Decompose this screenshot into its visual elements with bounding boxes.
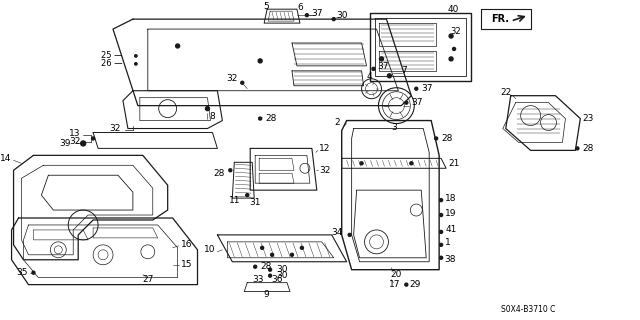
Circle shape bbox=[258, 59, 262, 63]
Text: 32: 32 bbox=[109, 124, 121, 133]
Text: 27: 27 bbox=[142, 275, 154, 284]
Text: 32: 32 bbox=[69, 137, 80, 146]
Text: 32: 32 bbox=[451, 27, 461, 36]
Circle shape bbox=[576, 147, 579, 150]
Circle shape bbox=[405, 283, 408, 286]
Text: 28: 28 bbox=[582, 144, 594, 153]
Text: 32: 32 bbox=[227, 74, 238, 83]
Text: 28: 28 bbox=[265, 114, 276, 123]
Text: 23: 23 bbox=[582, 114, 594, 123]
Circle shape bbox=[410, 162, 413, 165]
Circle shape bbox=[435, 137, 438, 140]
Text: 15: 15 bbox=[180, 260, 192, 269]
Text: 34: 34 bbox=[332, 228, 342, 237]
Text: 2: 2 bbox=[334, 118, 340, 127]
Text: 39: 39 bbox=[60, 139, 71, 148]
Circle shape bbox=[449, 57, 453, 61]
Text: FR.: FR. bbox=[491, 14, 509, 24]
Circle shape bbox=[449, 34, 453, 38]
Text: 37: 37 bbox=[412, 98, 423, 107]
Text: 6: 6 bbox=[297, 3, 303, 12]
Text: 19: 19 bbox=[445, 209, 456, 218]
Circle shape bbox=[175, 44, 180, 48]
Text: 30: 30 bbox=[336, 11, 348, 20]
Circle shape bbox=[360, 162, 363, 165]
Circle shape bbox=[415, 87, 418, 90]
Text: 31: 31 bbox=[249, 197, 260, 207]
Circle shape bbox=[332, 18, 335, 20]
Circle shape bbox=[259, 117, 262, 120]
Text: 18: 18 bbox=[445, 194, 456, 203]
Text: 41: 41 bbox=[445, 225, 456, 235]
Circle shape bbox=[81, 141, 86, 146]
Text: 37: 37 bbox=[311, 9, 323, 18]
Circle shape bbox=[440, 243, 443, 246]
Text: 33: 33 bbox=[252, 275, 264, 284]
Text: 1: 1 bbox=[445, 238, 451, 247]
Text: 28: 28 bbox=[260, 262, 271, 271]
Text: 7: 7 bbox=[401, 66, 407, 75]
Circle shape bbox=[229, 169, 232, 172]
Text: 22: 22 bbox=[500, 88, 511, 97]
Text: 37: 37 bbox=[421, 84, 433, 93]
Text: 3: 3 bbox=[392, 123, 397, 132]
Text: 10: 10 bbox=[204, 245, 216, 254]
Text: 21: 21 bbox=[448, 159, 460, 168]
Circle shape bbox=[440, 256, 443, 259]
Text: 30: 30 bbox=[276, 265, 287, 274]
Circle shape bbox=[92, 137, 95, 140]
Circle shape bbox=[269, 274, 271, 277]
Circle shape bbox=[387, 74, 392, 78]
Text: 11: 11 bbox=[228, 196, 240, 204]
Text: 36: 36 bbox=[271, 275, 283, 284]
Text: 16: 16 bbox=[180, 240, 192, 249]
Text: 25 —: 25 — bbox=[101, 52, 123, 60]
Text: 28: 28 bbox=[441, 134, 452, 143]
Circle shape bbox=[253, 265, 257, 268]
Text: 9: 9 bbox=[263, 290, 269, 299]
Circle shape bbox=[440, 199, 443, 202]
Text: 32: 32 bbox=[319, 166, 330, 175]
Text: S0X4-B3710 C: S0X4-B3710 C bbox=[500, 305, 555, 314]
Text: 20: 20 bbox=[390, 270, 402, 279]
Text: 30: 30 bbox=[276, 271, 287, 280]
Text: 38: 38 bbox=[444, 255, 456, 264]
Circle shape bbox=[405, 101, 408, 104]
Circle shape bbox=[205, 107, 209, 111]
Text: 28: 28 bbox=[213, 169, 225, 178]
Text: 4: 4 bbox=[367, 72, 372, 81]
Circle shape bbox=[134, 63, 137, 65]
Circle shape bbox=[300, 246, 303, 249]
Text: 12: 12 bbox=[319, 144, 330, 153]
Circle shape bbox=[134, 55, 137, 57]
Text: 40: 40 bbox=[447, 5, 459, 14]
Circle shape bbox=[291, 253, 294, 256]
Circle shape bbox=[380, 57, 383, 61]
Text: 8: 8 bbox=[209, 112, 215, 121]
Circle shape bbox=[269, 268, 271, 271]
Text: 35: 35 bbox=[16, 268, 28, 277]
Circle shape bbox=[32, 271, 35, 274]
Text: 13: 13 bbox=[68, 129, 80, 138]
Text: 5: 5 bbox=[263, 2, 269, 11]
Text: 14: 14 bbox=[0, 154, 12, 163]
Circle shape bbox=[241, 81, 244, 84]
Circle shape bbox=[372, 67, 375, 70]
Circle shape bbox=[440, 230, 443, 233]
Text: 37: 37 bbox=[378, 62, 389, 71]
Text: 29: 29 bbox=[410, 280, 420, 289]
Circle shape bbox=[440, 213, 443, 217]
Text: 17: 17 bbox=[388, 280, 400, 289]
Circle shape bbox=[305, 14, 308, 17]
Circle shape bbox=[271, 253, 273, 256]
Circle shape bbox=[260, 246, 264, 249]
Text: 26 —: 26 — bbox=[101, 60, 123, 68]
Circle shape bbox=[348, 233, 351, 236]
Circle shape bbox=[246, 194, 249, 196]
Circle shape bbox=[452, 47, 456, 51]
